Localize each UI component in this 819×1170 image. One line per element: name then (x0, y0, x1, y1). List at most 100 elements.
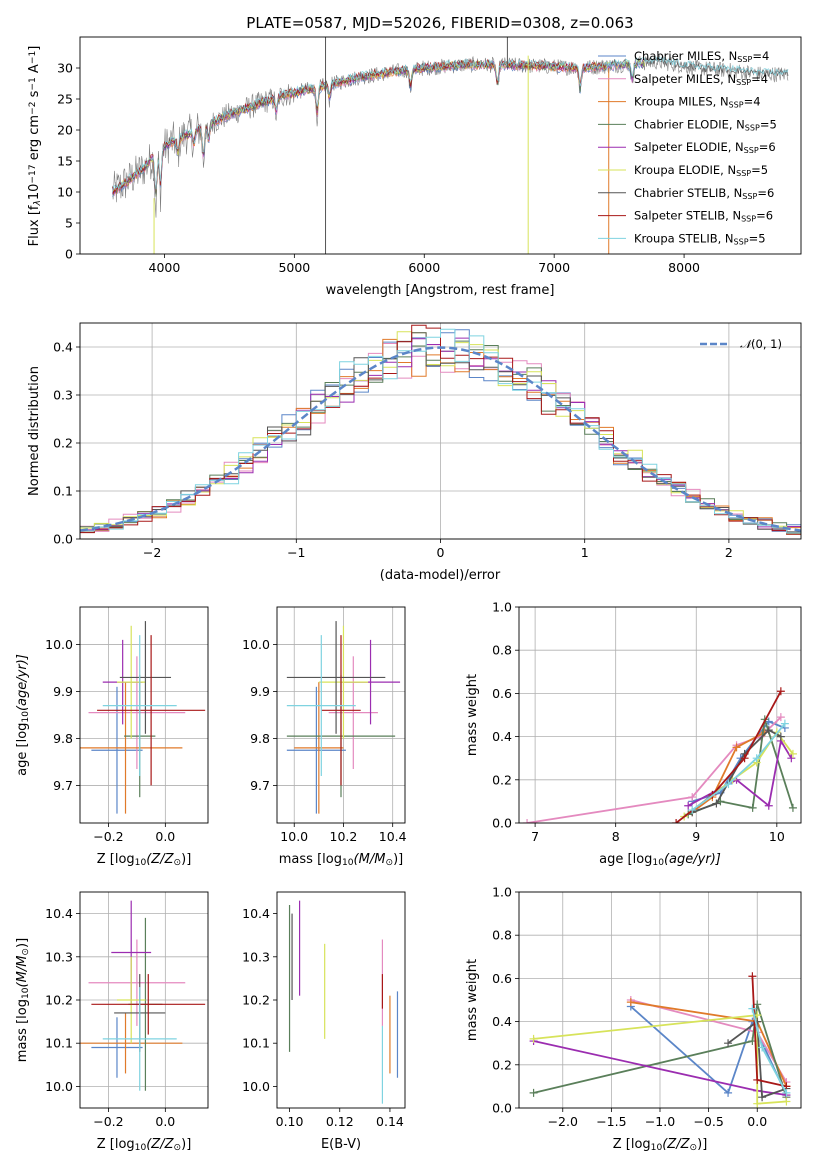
mass-vs-Z-ylabel: mass [log10(M/M⊙)] (15, 938, 31, 1062)
y-tick-label: 9.9 (250, 684, 270, 699)
legend-entry: Salpeter MILES, NSSP=4 (634, 72, 768, 87)
x-tick-label: 8000 (668, 260, 700, 275)
spectrum-ylabel-part: λ (33, 200, 43, 206)
y-tick-label: 0.6 (492, 971, 512, 986)
y-tick-label: 9.9 (53, 684, 73, 699)
age-vs-mass-panel-plot-area (286, 621, 401, 814)
age-vs-Z-xlabel-part: Z [log (97, 852, 135, 867)
age-vs-Z-xlabel-part: 10 (135, 858, 147, 868)
mass-weight-vs-age-panel-grid (519, 606, 801, 824)
axes-frame (79, 891, 209, 1109)
weight-marker (748, 972, 757, 981)
mass-weight-vs-age-panel-plot-area (523, 687, 797, 823)
weight-marker (732, 743, 741, 752)
mass-vs-Z-panel-plot-area (80, 900, 206, 1091)
mass-weight-vs-Z-xlabel: Z [log10(Z/Z⊙)] (613, 1137, 708, 1153)
weight-marker (776, 732, 785, 741)
y-tick-label: 10.3 (45, 949, 73, 964)
spectrum-ylabel-part: −1 (28, 51, 38, 64)
model-line-chabrier-elodie (112, 59, 645, 197)
axes-frame (518, 606, 802, 824)
legend-entry-part: SSP (745, 123, 760, 132)
x-tick-label: 5000 (278, 260, 310, 275)
age-vs-mass-xlabel-part: ⊙ (385, 858, 393, 868)
legend-entry-part: =4 (751, 72, 768, 86)
weight-marker (753, 1099, 762, 1108)
mass-weight-vs-Z-xlabel-part: (Z/Z (662, 1137, 690, 1152)
model-line-chabrier-miles (112, 62, 645, 198)
y-tick-label: 10.4 (45, 906, 73, 921)
weight-marker (780, 719, 789, 728)
legend-entry-part: Kroupa MILES, N (634, 95, 729, 109)
age-vs-Z-panel-grid (80, 607, 208, 823)
x-tick-label: 0.12 (326, 1114, 354, 1129)
legend-entry-part: Kroupa STELIB, N (634, 231, 734, 245)
histogram-kroupa-stelib (80, 328, 801, 534)
legend-entry-part: SSP (741, 215, 756, 224)
mass-vs-Z-panel: −0.2 0.0 10.0 10.1 10.2 10.3 10.4 (45, 891, 209, 1129)
mass-weight-vs-age-ylabel: mass weight (465, 674, 480, 756)
model-line-salpeter-stelib (112, 58, 607, 195)
residual-panel: −2 −1 0 1 2 0.0 0.1 0.2 0.3 0.4 (53, 322, 802, 560)
legend-entry-part: SSP (734, 237, 749, 246)
spectrum-ylabel-part: erg cm (27, 115, 42, 164)
legend-entry: Salpeter ELODIE, NSSP=6 (634, 140, 776, 155)
legend-entry-part: =6 (759, 140, 776, 154)
y-tick-label: 10.0 (242, 637, 270, 652)
legend-entry-part: =6 (757, 186, 774, 200)
x-tick-label: 0.0 (155, 1114, 175, 1129)
x-tick-label: 2 (725, 545, 733, 560)
residual-xlabel: (data-model)/error (380, 568, 501, 583)
age-vs-Z-xlabel-part: ⊙ (174, 858, 182, 868)
x-tick-label: −0.5 (693, 1114, 723, 1129)
legend-entry-part: Salpeter ELODIE, N (634, 140, 744, 154)
y-tick-label: 9.8 (53, 731, 73, 746)
weight-marker (764, 726, 773, 735)
normal-curve (80, 346, 801, 532)
axes-frame (79, 322, 802, 540)
y-tick-label: 9.7 (250, 778, 270, 793)
mass-vs-Z-ylabel-part: )] (15, 938, 30, 948)
mass-vs-Z-ylabel-part: ⊙ (21, 948, 31, 956)
x-tick-label: 4000 (149, 260, 181, 275)
weight-marker (748, 1004, 757, 1013)
legend-entry-part: =5 (749, 231, 766, 245)
mass-weight-vs-Z-panel-plot-area (529, 972, 791, 1108)
weight-marker (758, 1093, 767, 1102)
mass-vs-Z-xlabel: Z [log10(Z/Z⊙)] (97, 1137, 192, 1153)
y-tick-label: 9.8 (250, 731, 270, 746)
y-tick-label: 10 (57, 185, 73, 200)
age-vs-mass-xlabel-part: 10 (342, 858, 354, 868)
mass-weight-vs-age-xlabel-part: (age/yr)] (664, 852, 721, 867)
mass-weight-vs-Z-ylabel: mass weight (465, 959, 480, 1041)
spectrum-ylabel-part: ] (27, 46, 42, 51)
mass-vs-EBV-panel-plot-area (288, 900, 399, 1104)
weight-marker (787, 754, 796, 763)
y-tick-label: 0.0 (492, 816, 512, 831)
mass-weight-vs-Z-xlabel-part: 10 (651, 1143, 663, 1153)
weight-marker (748, 803, 757, 812)
x-tick-label: −1 (287, 545, 305, 560)
age-vs-Z-panel: −0.2 0.0 9.7 9.8 9.9 10.0 (45, 606, 209, 844)
y-tick-label: 10.1 (242, 1036, 270, 1051)
legend-entry: Kroupa STELIB, NSSP=5 (634, 231, 766, 246)
x-tick-label: 10.2 (330, 829, 358, 844)
y-tick-label: 0.6 (492, 686, 512, 701)
mass-vs-Z-xlabel-part: (Z/Z (146, 1137, 174, 1152)
spectrum-ylabel: Flux [fλ10−17 erg cm−2 s−1 A−1] (27, 46, 43, 247)
y-tick-label: 10.1 (45, 1036, 73, 1051)
age-vs-Z-ylabel-part: age [log (15, 723, 30, 776)
x-tick-label: −2 (143, 545, 161, 560)
legend-entry-part: SSP (729, 101, 744, 110)
mass-vs-Z-ylabel-part: mass [log (15, 999, 30, 1062)
weight-line-chabrier-miles (630, 1005, 788, 1096)
spectrum-ylabel-part: 10 (27, 184, 42, 201)
x-tick-label: 1 (581, 545, 589, 560)
weight-marker (529, 1088, 538, 1097)
legend-entry-part: Kroupa ELODIE, N (634, 163, 736, 177)
age-vs-Z-xlabel: Z [log10(Z/Z⊙)] (97, 852, 192, 868)
spectrum-ylabel-part: −1 (28, 77, 38, 90)
axes-frame (276, 891, 406, 1109)
weight-marker (523, 819, 532, 823)
y-tick-label: 10.0 (242, 1079, 270, 1094)
